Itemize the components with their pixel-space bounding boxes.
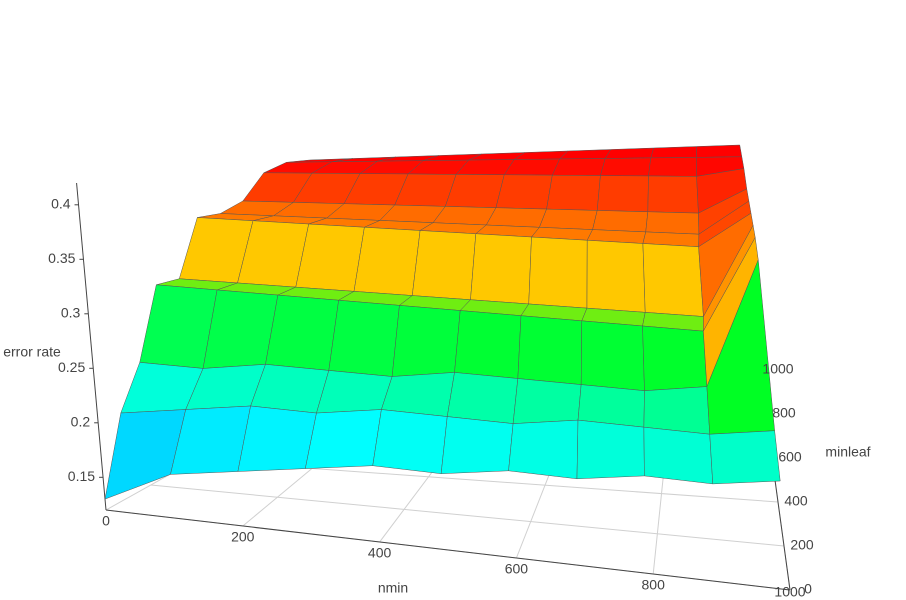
y-tick-label: 600 <box>778 449 802 465</box>
surface-face <box>586 239 646 313</box>
surface-face <box>648 157 697 177</box>
surface-face <box>642 243 704 317</box>
y-axis-title: minleaf <box>825 444 870 460</box>
x-axis-line <box>105 509 791 591</box>
surface-face <box>485 207 547 228</box>
surface-face <box>596 175 649 213</box>
surface-face <box>546 174 601 211</box>
x-tick-label: 400 <box>368 545 392 561</box>
z-tick-label: 0.3 <box>61 305 81 321</box>
y-tick-label: 400 <box>784 493 808 509</box>
surface-face <box>517 315 583 385</box>
surface-face <box>305 409 382 469</box>
surface-face <box>513 150 569 160</box>
y-tick-label: 800 <box>772 405 796 421</box>
surface-face <box>512 378 582 424</box>
surface-face <box>454 310 522 379</box>
grid-line <box>150 484 785 547</box>
x-tick-label: 1000 <box>774 584 805 600</box>
surface-face <box>592 210 649 233</box>
surface-face <box>316 370 393 414</box>
x-axis-title: nmin <box>378 580 408 596</box>
surface-face <box>495 174 553 210</box>
surface-face <box>647 175 699 214</box>
z-tick-label: 0.2 <box>71 414 91 430</box>
surface-face <box>539 208 598 230</box>
surface-face <box>577 384 645 428</box>
surface-face <box>580 320 645 391</box>
surface-face <box>650 146 698 159</box>
surface-face <box>645 211 700 235</box>
surface-face <box>440 416 514 474</box>
surface-face <box>446 372 519 424</box>
z-axis-title: error rate <box>3 344 61 360</box>
surface-face <box>643 426 714 485</box>
surface-face <box>551 158 606 176</box>
surface-face <box>372 409 448 474</box>
surface-face <box>353 226 421 296</box>
x-tick-label: 0 <box>102 513 110 529</box>
surface-face <box>709 430 781 485</box>
surface-face <box>381 372 455 417</box>
surface-face <box>508 419 579 480</box>
z-axis-line <box>76 182 107 511</box>
surface-face <box>576 419 645 480</box>
surface-face <box>528 236 588 309</box>
surface-face <box>265 294 339 371</box>
x-tick-label: 600 <box>505 561 529 577</box>
surface-face <box>696 144 743 158</box>
z-tick-label: 0.15 <box>68 468 95 484</box>
z-tick-label: 0.35 <box>48 250 75 266</box>
surface-face <box>643 386 711 435</box>
z-tick-label: 0.4 <box>51 196 71 212</box>
surface-face <box>642 325 708 391</box>
surface-face <box>600 157 652 177</box>
surface-face <box>328 299 400 377</box>
x-tick-label: 200 <box>231 529 255 545</box>
surface-face <box>237 405 317 472</box>
x-tick-label: 800 <box>642 577 666 593</box>
y-tick-label: 200 <box>790 537 814 553</box>
z-tick-label: 0.25 <box>58 359 85 375</box>
surface-face <box>411 230 477 301</box>
surface-face <box>470 233 532 305</box>
y-tick-label: 0 <box>804 581 812 597</box>
surface-face <box>391 305 461 377</box>
y-tick-label: 1000 <box>762 361 793 377</box>
surface-face <box>604 147 655 159</box>
surface-face <box>104 409 187 500</box>
